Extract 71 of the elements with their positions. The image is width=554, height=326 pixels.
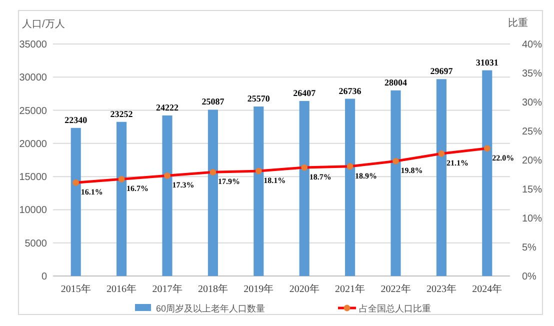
data-label: 22340 (64, 114, 88, 125)
data-label: 21.1% (446, 158, 468, 168)
data-label: 22.0% (492, 153, 514, 162)
bar (70, 128, 81, 276)
y-tick-label: 5000 (24, 238, 48, 250)
y2-tick-label: 15% (522, 184, 542, 196)
point (438, 150, 445, 157)
y-tick-label: 30000 (19, 72, 48, 84)
x-tick-label: 2024年 (472, 283, 502, 295)
x-tick-label: 2020年 (289, 283, 320, 295)
data-label: 18.9% (355, 171, 378, 180)
x-tick-label: 2023年 (426, 283, 456, 295)
bar (345, 98, 356, 276)
point (484, 145, 490, 152)
bar (390, 90, 401, 276)
point (118, 176, 125, 182)
point (346, 163, 354, 170)
x-tick-label: 2015年 (60, 283, 91, 295)
point (164, 172, 170, 179)
x-tick-label: 2016年 (106, 283, 137, 295)
y2-tick-label: 30% (522, 98, 542, 108)
x-tick-label: 2018年 (198, 283, 228, 295)
point (255, 168, 262, 174)
point (392, 158, 399, 164)
data-label: 29697 (430, 66, 454, 76)
data-label: 26736 (338, 86, 362, 96)
y2-tick-label: 20% (522, 156, 542, 166)
bar (254, 106, 264, 276)
y2-tick-label: 40% (522, 40, 542, 50)
bar (116, 122, 127, 276)
y-tick-label: 15000 (19, 172, 48, 184)
y-tick-label: 10000 (19, 205, 48, 216)
point (210, 168, 216, 176)
data-label: 16.1% (80, 188, 103, 197)
data-label: 25570 (247, 94, 270, 104)
y-axis-title: 人口/万人 (22, 19, 65, 30)
x-tick-label: 2022年 (380, 283, 411, 295)
y2-tick-label: 25% (522, 126, 542, 138)
legend-label: 60周岁及以上老年人口数量 (156, 304, 266, 314)
point (72, 179, 80, 186)
data-label: 31031 (476, 57, 499, 68)
data-label: 18.7% (309, 172, 332, 182)
data-label: 24222 (156, 102, 179, 112)
data-label: 17.3% (172, 180, 194, 190)
y2-axis-title: 比重 (508, 17, 528, 29)
y2-tick-label: 35% (522, 68, 542, 80)
y-tick-label: 25000 (19, 106, 48, 117)
bar (208, 110, 218, 276)
bar (299, 100, 310, 276)
data-label: 17.9% (218, 177, 240, 186)
x-tick-label: 2017年 (152, 283, 182, 295)
data-label: 16.7% (126, 184, 149, 194)
bar (482, 70, 492, 276)
data-label: 23252 (110, 108, 134, 119)
x-tick-label: 2021年 (335, 283, 366, 295)
legend-label: 占全国总人口比重 (359, 304, 431, 314)
y-tick-label: 35000 (19, 40, 48, 50)
bar (162, 115, 172, 276)
y2-tick-label: 5% (522, 242, 537, 254)
data-label: 18.1% (264, 176, 286, 186)
bar (436, 79, 446, 276)
y-tick-label: 0 (41, 272, 48, 282)
data-label: 26407 (293, 88, 316, 98)
y2-tick-label: 0% (522, 272, 537, 282)
data-label: 19.8% (400, 166, 423, 176)
x-tick-label: 2019年 (244, 283, 274, 295)
y-tick-label: 20000 (19, 138, 48, 150)
y2-tick-label: 10% (522, 214, 542, 224)
data-label: 25087 (202, 96, 225, 107)
point (301, 164, 308, 171)
data-label: 28004 (384, 77, 408, 88)
